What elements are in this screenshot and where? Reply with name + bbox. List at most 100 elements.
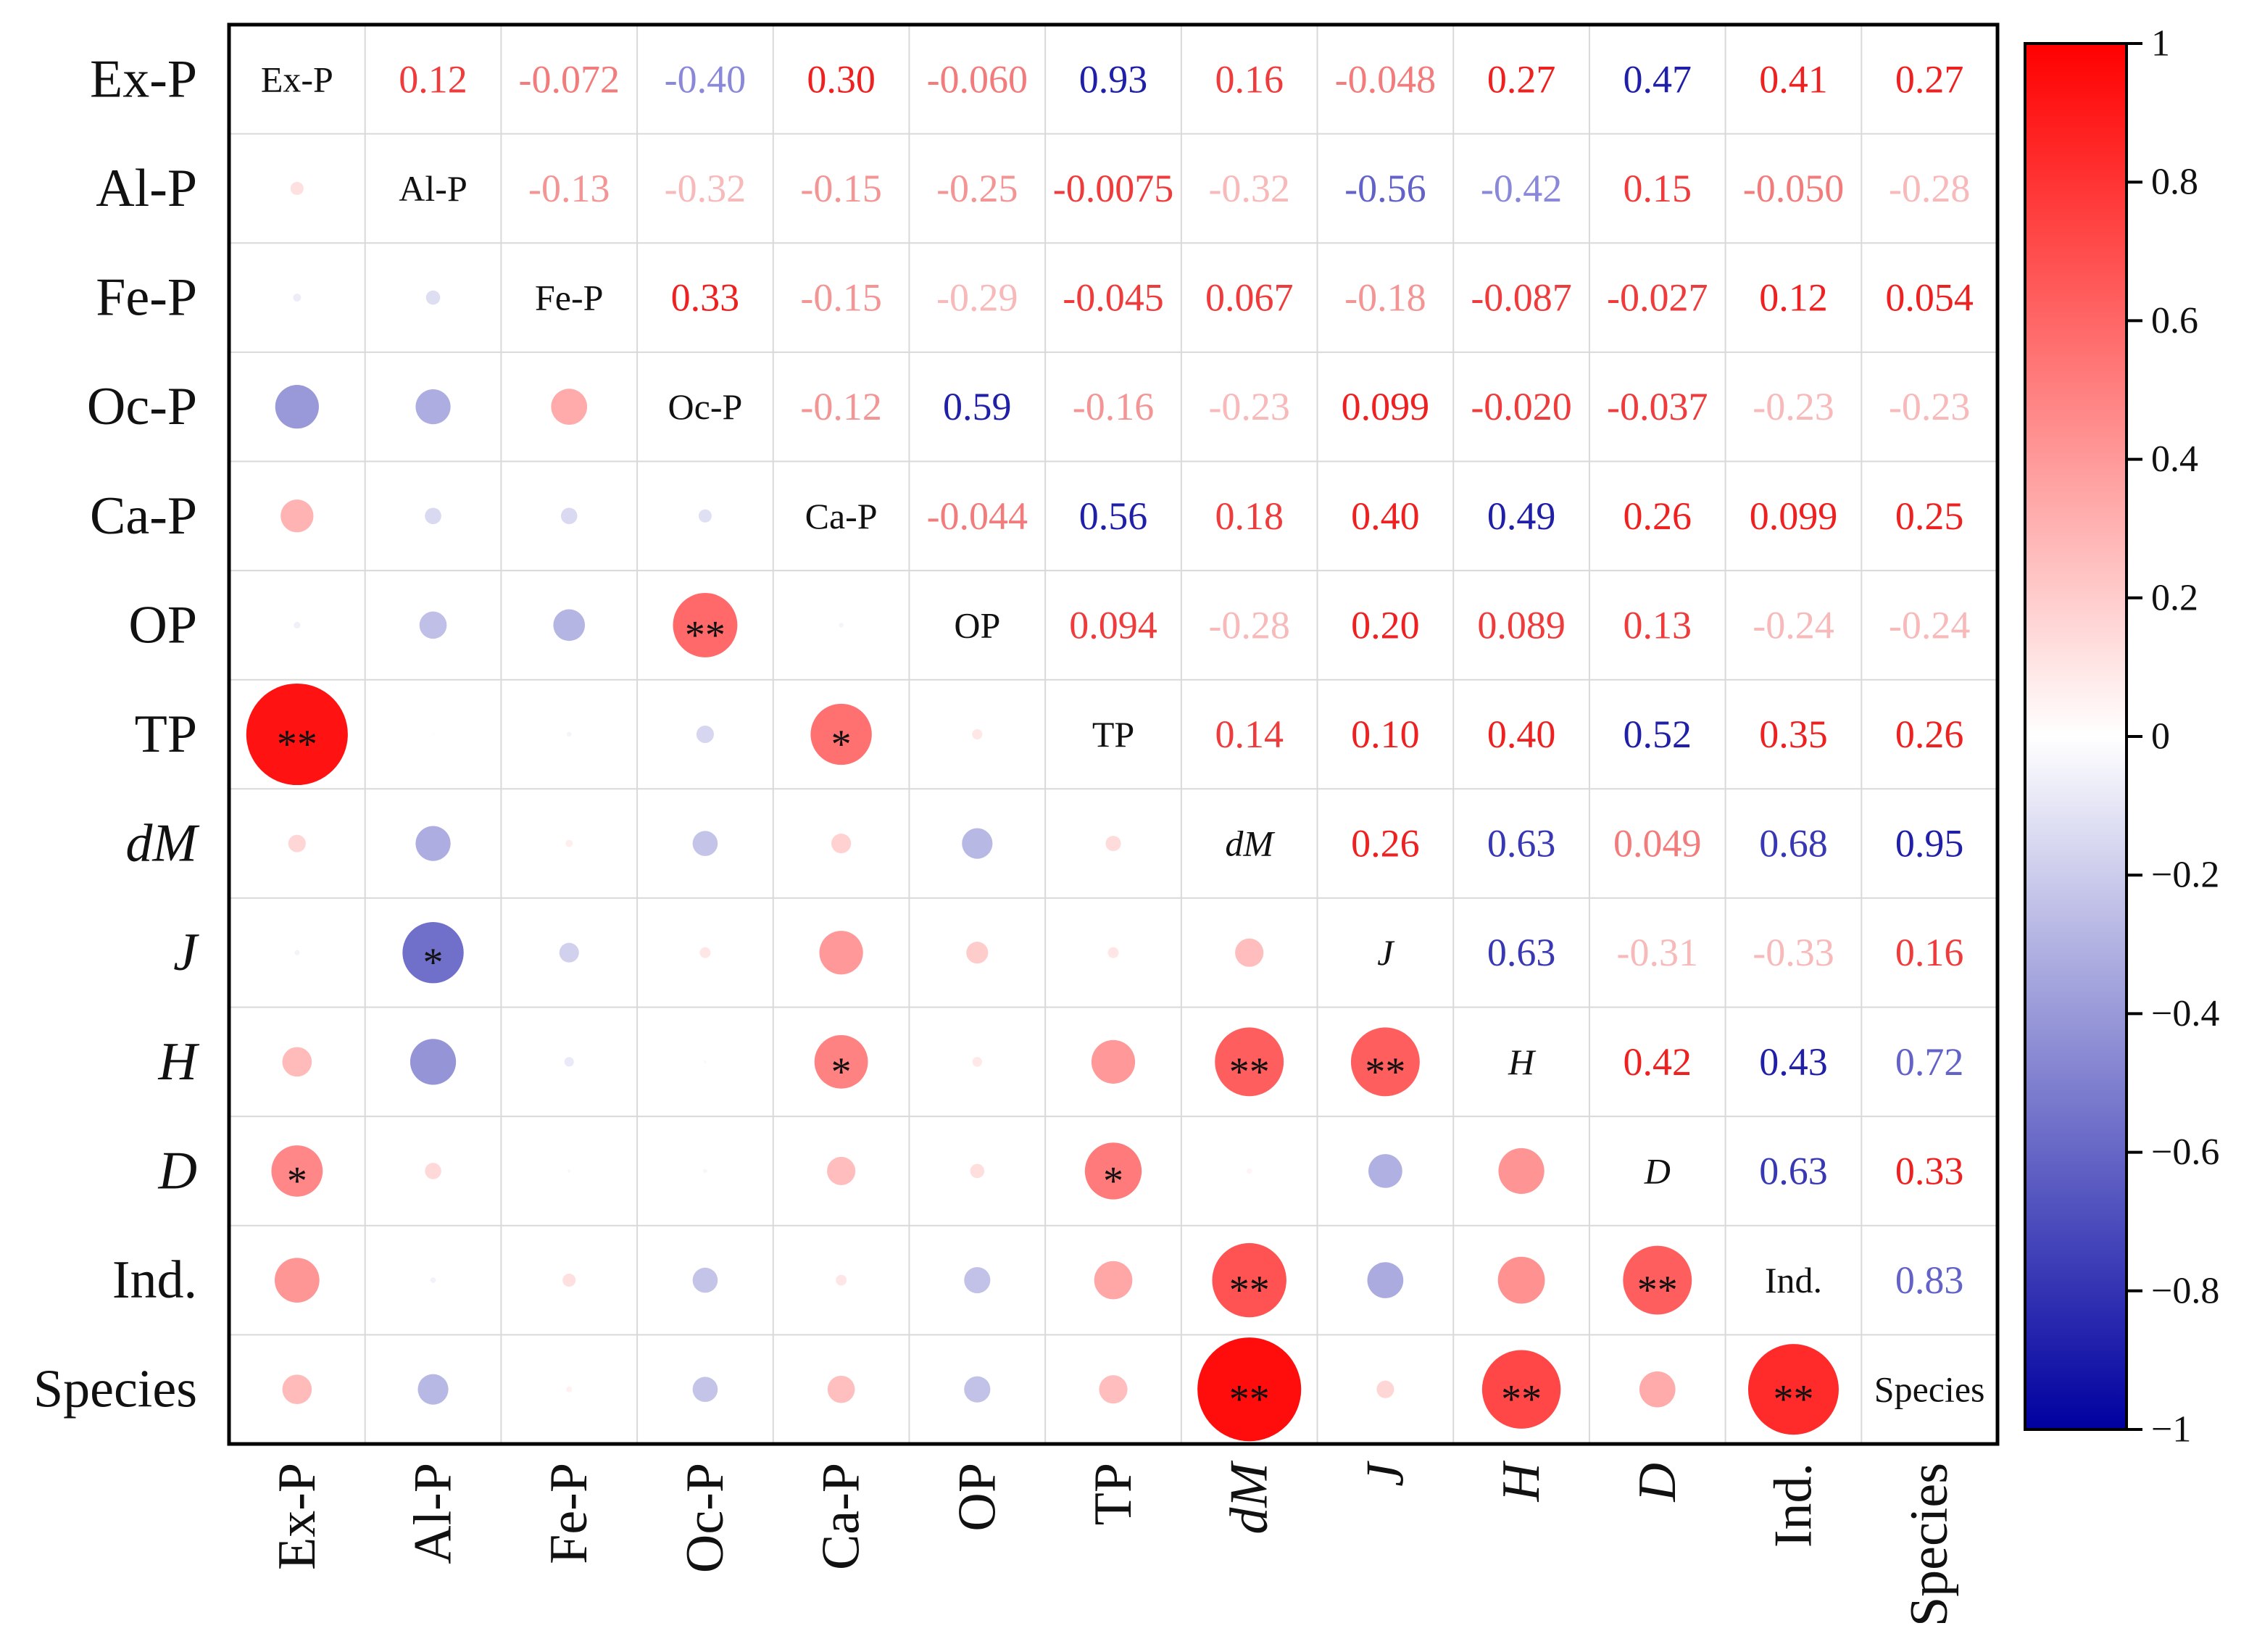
correlation-circle xyxy=(566,1386,573,1392)
correlation-circle xyxy=(1368,1154,1402,1188)
coefficient-label: 0.42 xyxy=(1624,1040,1692,1084)
correlation-circle xyxy=(1212,1242,1286,1318)
coefficient-label: 0.12 xyxy=(1759,276,1828,320)
matrix-border xyxy=(227,22,2000,1446)
correlation-circle xyxy=(419,611,447,639)
correlation-circle xyxy=(964,1267,991,1294)
significance-stars: ** xyxy=(685,613,726,657)
correlation-circle xyxy=(280,499,314,533)
significance-stars: * xyxy=(423,940,444,985)
x-axis-label: Species xyxy=(1900,1463,1959,1627)
y-axis-label: Fe-P xyxy=(96,268,197,328)
coefficient-label: -0.087 xyxy=(1471,276,1571,320)
x-axis-label: Al-P xyxy=(404,1463,463,1564)
coefficient-label: 0.83 xyxy=(1895,1258,1964,1302)
matrix-frame xyxy=(227,22,2000,1446)
correlation-circle xyxy=(1481,1350,1561,1429)
coefficient-label: -0.23 xyxy=(1753,385,1834,428)
coefficient-label: 0.59 xyxy=(943,385,1012,428)
correlation-circle xyxy=(1094,1261,1133,1300)
coefficient-label: 0.26 xyxy=(1895,713,1964,756)
coefficient-label: -0.045 xyxy=(1063,276,1163,320)
x-axis-label: Oc-P xyxy=(675,1463,735,1573)
significance-stars: ** xyxy=(1501,1377,1542,1422)
correlation-circle xyxy=(810,703,872,765)
y-axis-label: H xyxy=(158,1032,200,1092)
coefficient-label: 0.33 xyxy=(671,276,740,320)
coefficient-label: 0.099 xyxy=(1750,494,1838,538)
coefficient-label: -0.020 xyxy=(1471,385,1571,428)
diagonal-label: Oc-P xyxy=(668,386,743,427)
correlation-circle xyxy=(1376,1380,1394,1398)
correlation-circle xyxy=(970,1163,985,1179)
correlation-circle xyxy=(692,831,718,856)
coefficient-label: 0.41 xyxy=(1759,57,1828,101)
significance-stars: * xyxy=(831,1050,852,1095)
diagonal-label: Fe-P xyxy=(535,278,603,318)
correlation-circle xyxy=(564,1057,574,1067)
x-axis-label: Fe-P xyxy=(539,1463,599,1564)
correlation-circle xyxy=(425,507,441,525)
coefficient-label: -0.56 xyxy=(1344,167,1426,210)
correlation-circle xyxy=(827,1156,856,1186)
correlation-circle xyxy=(696,725,714,744)
coefficient-label: -0.24 xyxy=(1753,603,1834,647)
x-axis-labels: Ex-P Al-P Fe-P Oc-P Ca-P OP TP dM J H D Ind. Species xyxy=(267,1460,1959,1627)
coefficient-label: 0.40 xyxy=(1351,494,1420,538)
correlation-circle xyxy=(553,609,586,642)
significance-stars: * xyxy=(831,722,852,767)
diagonal-label: TP xyxy=(1092,714,1134,755)
correlation-circle xyxy=(568,1169,571,1173)
coefficient-label: -0.027 xyxy=(1607,276,1708,320)
correlation-circle xyxy=(964,1376,991,1403)
correlation-circle xyxy=(1215,1027,1284,1097)
correlation-circle xyxy=(282,1374,312,1405)
correlation-circle xyxy=(703,1169,707,1174)
correlation-circle xyxy=(692,1267,718,1293)
correlation-circle xyxy=(293,294,302,302)
colorbar-tick-label: 0.4 xyxy=(2151,439,2198,480)
y-axis-label: Ex-P xyxy=(90,49,197,109)
coefficient-label: 0.099 xyxy=(1342,385,1430,428)
correlation-circle xyxy=(698,509,712,523)
x-axis-label: H xyxy=(1492,1460,1551,1502)
significance-stars: * xyxy=(1103,1158,1123,1203)
y-axis-label: OP xyxy=(128,595,197,655)
correlation-circle xyxy=(972,1057,983,1067)
diagonal-label: Species xyxy=(1874,1369,1985,1410)
coefficient-label: -0.12 xyxy=(800,385,881,428)
coefficient-label: 0.16 xyxy=(1215,57,1284,101)
x-axis-label: Ca-P xyxy=(812,1463,871,1570)
coefficient-label: -0.18 xyxy=(1344,276,1426,320)
coefficient-label: 0.049 xyxy=(1613,822,1702,866)
correlation-circle xyxy=(562,1274,576,1287)
coefficient-label: 0.63 xyxy=(1759,1149,1828,1192)
correlation-circle xyxy=(402,922,464,984)
coefficient-label: -0.16 xyxy=(1073,385,1154,428)
coefficient-label: -0.40 xyxy=(665,57,746,101)
coefficient-label: -0.23 xyxy=(1889,385,1970,428)
x-axis-label: TP xyxy=(1084,1463,1143,1525)
diagonal-label: Ex-P xyxy=(261,59,333,99)
correlation-circle xyxy=(1367,1262,1404,1298)
correlation-circle xyxy=(417,1374,449,1405)
coefficient-label: -0.044 xyxy=(927,494,1028,538)
coefficient-label: 0.20 xyxy=(1351,603,1420,647)
diagonal-label: D xyxy=(1644,1150,1671,1191)
correlation-circle xyxy=(560,507,578,525)
coefficient-label: 0.27 xyxy=(1487,57,1556,101)
y-axis-label: D xyxy=(158,1141,197,1200)
correlation-circle xyxy=(246,683,348,786)
correlation-circle xyxy=(275,385,319,429)
significance-stars: * xyxy=(287,1158,307,1203)
coefficient-label: 0.094 xyxy=(1069,603,1157,647)
x-axis-label: dM xyxy=(1220,1460,1279,1535)
significance-stars: ** xyxy=(1637,1268,1678,1313)
y-axis-label: TP xyxy=(135,705,197,764)
correlation-circle xyxy=(1099,1375,1128,1404)
correlation-circle xyxy=(274,1258,320,1303)
y-axis-label: Oc-P xyxy=(87,377,197,436)
significance-stars: ** xyxy=(1229,1050,1270,1095)
